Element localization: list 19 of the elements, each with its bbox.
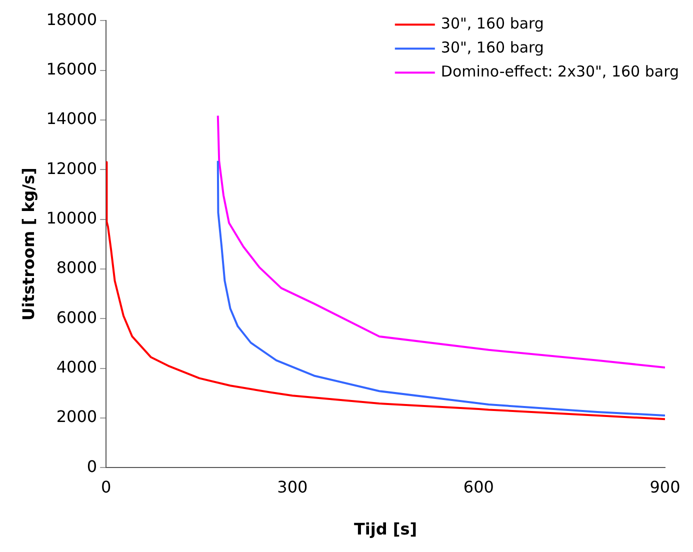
x-tick-label: 900 <box>650 477 680 496</box>
y-tick-label: 0 <box>86 456 98 476</box>
y-tick-label: 14000 <box>46 109 98 128</box>
x-tick-label: 300 <box>277 477 308 496</box>
y-tick-label: 12000 <box>46 158 98 178</box>
y-tick-label: 8000 <box>56 258 98 278</box>
y-tick-label: 2000 <box>56 407 98 426</box>
y-tick-label: 4000 <box>56 357 98 376</box>
y-tick-label: 6000 <box>56 308 98 327</box>
x-axis-title: Tijd [s] <box>354 520 418 539</box>
x-tick-label: 600 <box>463 477 494 496</box>
y-tick-label: 18000 <box>46 10 98 29</box>
legend-label: Domino-effect: 2x30", 160 barg <box>440 62 680 80</box>
legend-label: 30", 160 barg <box>440 38 544 56</box>
y-axis-title: Uitstroom [ kg/s] <box>18 168 38 321</box>
legend-label: 30", 160 barg <box>440 14 544 32</box>
y-tick-label: 16000 <box>46 59 98 78</box>
x-tick-label: 0 <box>101 477 112 496</box>
y-tick-label: 10000 <box>46 208 98 228</box>
